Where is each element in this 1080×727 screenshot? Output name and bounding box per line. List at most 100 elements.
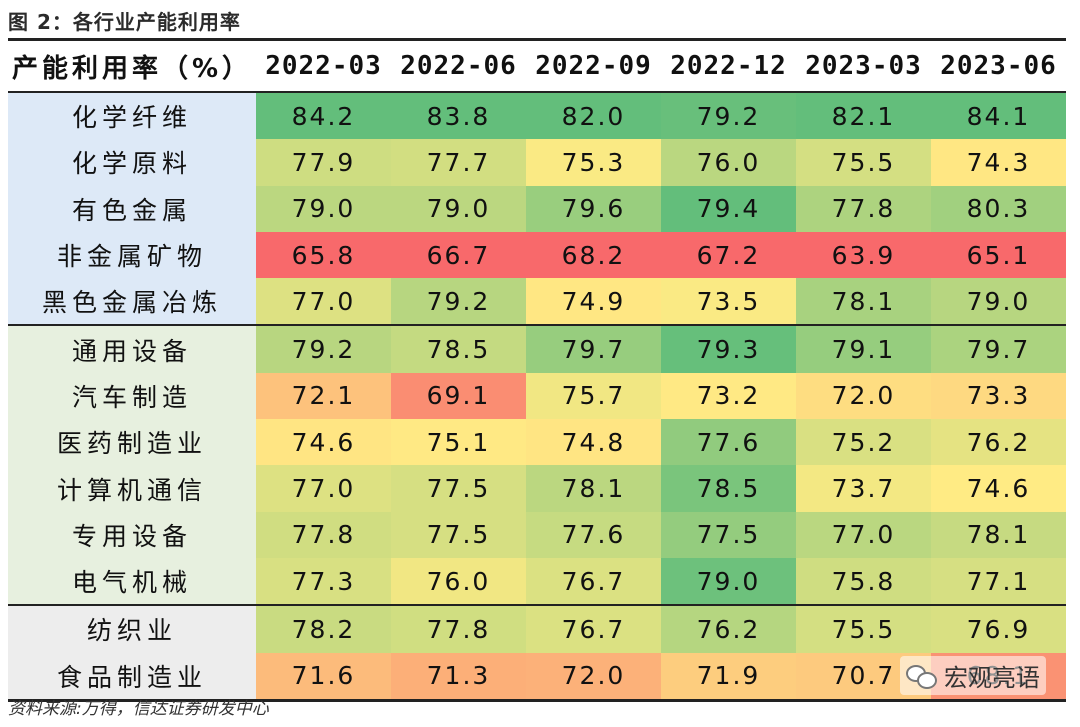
value-cell: 78.2 (256, 606, 391, 653)
value-cell: 77.8 (391, 606, 526, 653)
value-cell: 79.1 (796, 326, 931, 373)
value-cell: 74.8 (526, 419, 661, 466)
value-cell: 65.8 (256, 231, 391, 279)
table-row: 有色金属 79.0 79.0 79.6 79.4 77.8 80.3 (8, 185, 1066, 232)
table-row: 化学原料 77.9 77.7 75.3 76.0 75.5 74.3 (8, 139, 1066, 186)
value-cell: 79.0 (661, 557, 796, 605)
table-group: 化学纤维 84.2 83.8 82.0 79.2 82.1 84.1 化学原料 77.9 77.7… (8, 93, 1066, 327)
value-cell: 75.8 (796, 557, 931, 605)
row-label: 通用设备 (8, 326, 256, 373)
capacity-utilization-table: 产能利用率（%） 2022-03 2022-06 2022-09 2022-12… (8, 38, 1066, 702)
value-cell: 77.9 (256, 139, 391, 186)
value-cell: 77.0 (256, 278, 391, 325)
watermark: 宏观亮语 (900, 656, 1046, 695)
table-row: 纺织业 78.2 77.8 76.7 76.2 75.5 76.9 (8, 606, 1066, 653)
column-header: 2023-06 (940, 51, 1057, 81)
value-cell: 69.1 (391, 372, 526, 420)
wechat-icon (906, 664, 937, 689)
value-cell: 74.9 (526, 278, 661, 325)
value-cell: 79.2 (661, 93, 796, 140)
value-cell: 71.6 (256, 652, 391, 699)
row-label: 汽车制造 (8, 372, 256, 420)
row-label: 有色金属 (8, 185, 256, 232)
table-row: 计算机通信 77.0 77.5 78.1 78.5 73.7 74.6 (8, 465, 1066, 512)
value-cell: 68.2 (526, 231, 661, 279)
table-row: 黑色金属冶炼 77.0 79.2 74.9 73.5 78.1 79.0 (8, 278, 1066, 325)
value-cell: 77.5 (661, 511, 796, 558)
value-cell: 72.0 (526, 652, 661, 699)
value-cell: 74.3 (931, 139, 1066, 186)
row-label: 专用设备 (8, 511, 256, 558)
row-header-label: 产能利用率（%） (11, 53, 253, 84)
value-cell: 78.1 (931, 511, 1066, 558)
value-cell: 79.0 (931, 278, 1066, 325)
row-label: 非金属矿物 (8, 231, 256, 279)
value-cell: 67.2 (661, 231, 796, 279)
value-cell: 66.7 (391, 231, 526, 279)
value-cell: 75.5 (796, 139, 931, 186)
value-cell: 76.0 (391, 557, 526, 605)
value-cell: 77.5 (391, 465, 526, 512)
value-cell: 77.8 (256, 511, 391, 558)
watermark-text: 宏观亮语 (944, 664, 1040, 692)
value-cell: 74.6 (256, 419, 391, 466)
value-cell: 78.5 (391, 326, 526, 373)
table-header-row: 产能利用率（%） 2022-03 2022-06 2022-09 2022-12… (8, 38, 1066, 93)
value-cell: 72.1 (256, 372, 391, 420)
value-cell: 79.4 (661, 185, 796, 232)
table-row: 医药制造业 74.6 75.1 74.8 77.6 75.2 76.2 (8, 419, 1066, 466)
value-cell: 79.3 (661, 326, 796, 373)
value-cell: 76.7 (526, 606, 661, 653)
value-cell: 73.3 (931, 372, 1066, 420)
value-cell: 77.0 (796, 511, 931, 558)
column-header: 2022-09 (535, 51, 652, 81)
table-row: 通用设备 79.2 78.5 79.7 79.3 79.1 79.7 (8, 326, 1066, 373)
value-cell: 79.2 (256, 326, 391, 373)
value-cell: 83.8 (391, 93, 526, 140)
row-label: 化学纤维 (8, 93, 256, 140)
row-label: 医药制造业 (8, 419, 256, 466)
value-cell: 65.1 (931, 231, 1066, 279)
row-label: 电气机械 (8, 557, 256, 605)
row-label: 化学原料 (8, 139, 256, 186)
value-cell: 72.0 (796, 372, 931, 420)
column-header: 2023-03 (805, 51, 922, 81)
value-cell: 77.6 (661, 419, 796, 466)
value-cell: 84.1 (931, 93, 1066, 140)
value-cell: 75.1 (391, 419, 526, 466)
column-header: 2022-03 (265, 51, 382, 81)
table-row: 非金属矿物 65.8 66.7 68.2 67.2 63.9 65.1 (8, 231, 1066, 279)
value-cell: 77.0 (256, 465, 391, 512)
value-cell: 63.9 (796, 231, 931, 279)
column-header: 2022-06 (400, 51, 517, 81)
value-cell: 73.2 (661, 372, 796, 420)
value-cell: 78.1 (796, 278, 931, 325)
source-note: 资料来源:万得，信达证券研发中心 (8, 699, 269, 719)
value-cell: 82.0 (526, 93, 661, 140)
table-row: 化学纤维 84.2 83.8 82.0 79.2 82.1 84.1 (8, 93, 1066, 140)
value-cell: 78.1 (526, 465, 661, 512)
value-cell: 76.2 (661, 606, 796, 653)
value-cell: 77.1 (931, 557, 1066, 605)
value-cell: 79.0 (256, 185, 391, 232)
figure-title: 图 2：各行业产能利用率 (8, 10, 241, 34)
value-cell: 79.2 (391, 278, 526, 325)
value-cell: 75.7 (526, 372, 661, 420)
value-cell: 79.7 (931, 326, 1066, 373)
table-body: 化学纤维 84.2 83.8 82.0 79.2 82.1 84.1 化学原料 77.9 77.7… (8, 93, 1066, 702)
value-cell: 75.5 (796, 606, 931, 653)
table-group: 通用设备 79.2 78.5 79.7 79.3 79.1 79.7 汽车制造 72.1 69.1… (8, 326, 1066, 607)
value-cell: 77.3 (256, 557, 391, 605)
table-row: 专用设备 77.8 77.5 77.6 77.5 77.0 78.1 (8, 511, 1066, 558)
value-cell: 74.6 (931, 465, 1066, 512)
value-cell: 71.9 (661, 652, 796, 699)
value-cell: 77.7 (391, 139, 526, 186)
column-header: 2022-12 (670, 51, 787, 81)
table-row: 电气机械 77.3 76.0 76.7 79.0 75.8 77.1 (8, 557, 1066, 605)
value-cell: 77.6 (526, 511, 661, 558)
value-cell: 79.6 (526, 185, 661, 232)
value-cell: 77.5 (391, 511, 526, 558)
value-cell: 79.0 (391, 185, 526, 232)
value-cell: 78.5 (661, 465, 796, 512)
value-cell: 79.7 (526, 326, 661, 373)
